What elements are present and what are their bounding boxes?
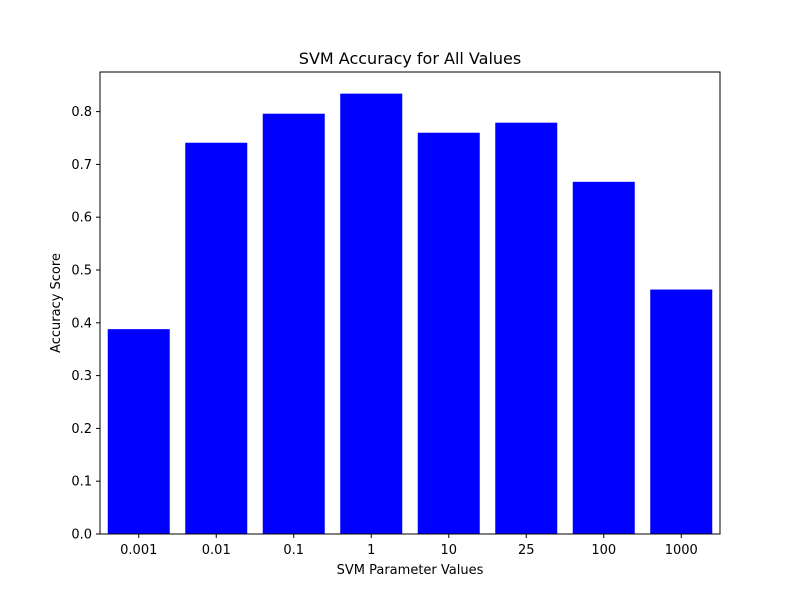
y-tick-label: 0.7 <box>71 158 92 173</box>
x-tick-label: 0.001 <box>120 543 157 558</box>
y-tick-label: 0.2 <box>71 422 92 437</box>
x-tick-label: 0.1 <box>283 543 304 558</box>
y-tick-label: 0.4 <box>71 316 92 331</box>
y-tick-label: 0.3 <box>71 369 92 384</box>
chart-title: SVM Accuracy for All Values <box>299 49 521 68</box>
x-axis-label: SVM Parameter Values <box>337 563 484 578</box>
bar-0.01 <box>185 142 248 534</box>
x-tick-label: 10 <box>440 543 457 558</box>
y-axis: 0.0 0.1 0.2 0.3 0.4 0.5 0.6 0.7 0.8 <box>71 105 100 543</box>
bar-1 <box>340 93 403 534</box>
x-tick-label: 1000 <box>665 543 698 558</box>
y-tick-label: 0.1 <box>71 475 92 490</box>
bar-0.001 <box>107 329 170 534</box>
bar-100 <box>572 181 635 534</box>
y-axis-label: Accuracy Score <box>49 253 64 353</box>
bar-1000 <box>650 289 713 534</box>
plot-frame <box>99 71 721 535</box>
y-tick-label: 0.8 <box>71 105 92 120</box>
x-tick-label: 100 <box>591 543 616 558</box>
x-tick-label: 1 <box>367 543 375 558</box>
x-axis: 0.001 0.01 0.1 1 10 25 100 1000 <box>120 534 698 558</box>
y-tick-label: 0.6 <box>71 211 92 226</box>
bars-group <box>107 93 713 535</box>
y-tick-label: 0.5 <box>71 264 92 279</box>
x-tick-label: 0.01 <box>202 543 231 558</box>
bar-10 <box>417 132 480 534</box>
bar-0.1 <box>262 113 325 534</box>
y-tick-label: 0.0 <box>71 528 92 543</box>
bar-25 <box>495 122 558 535</box>
x-tick-label: 25 <box>518 543 535 558</box>
